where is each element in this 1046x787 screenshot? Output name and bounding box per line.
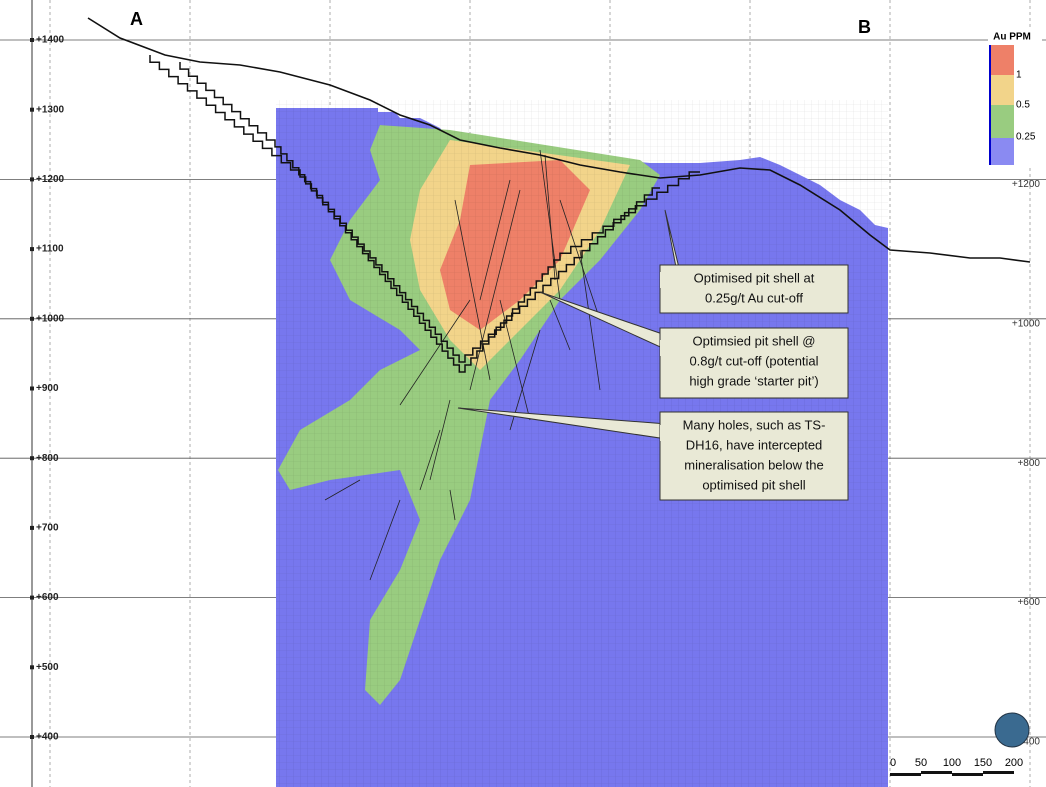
elevation-label: +1200 xyxy=(36,174,65,185)
drill-hole xyxy=(399,299,471,406)
scale-segment xyxy=(983,771,1014,774)
tick xyxy=(30,456,34,461)
drill-hole xyxy=(559,199,601,321)
scale-label: 50 xyxy=(915,757,927,769)
legend-label: 0.25 xyxy=(1016,132,1036,143)
tick xyxy=(30,38,34,42)
elevation-label: +400 xyxy=(1017,737,1040,748)
drill-hole xyxy=(429,399,451,481)
legend-swatch xyxy=(990,105,1014,138)
callout-text: Optimised pit shell at xyxy=(694,270,815,285)
scale-label: 150 xyxy=(974,757,992,769)
legend-swatch xyxy=(990,45,1014,75)
elevation-label: +600 xyxy=(36,592,59,603)
tick xyxy=(30,735,34,739)
legend-title: Au PPM xyxy=(993,32,1031,43)
elevation-label: +600 xyxy=(1017,597,1040,608)
drill-hole xyxy=(419,429,441,491)
callout-box xyxy=(659,411,849,501)
scale-bar: 0 50 100 150 200 xyxy=(890,757,1023,776)
pit-shell-08 xyxy=(179,62,660,363)
section-end: A xyxy=(130,9,143,29)
callout-text: 0.25g/t Au cut-off xyxy=(705,290,803,305)
tick xyxy=(30,595,34,600)
drill-hole xyxy=(454,199,491,381)
scale-label: 0 xyxy=(890,757,896,769)
elevation-label: +900 xyxy=(36,383,59,394)
elevation-label: +1000 xyxy=(1012,318,1041,329)
tick xyxy=(30,316,34,321)
elevation-label: +800 xyxy=(36,453,59,464)
section-end: B xyxy=(858,17,871,37)
elevation-label: +1200 xyxy=(1012,179,1041,190)
topography xyxy=(87,17,1031,263)
drill-hole xyxy=(469,189,521,391)
elevation-label: +400 xyxy=(36,732,59,743)
legend-swatch xyxy=(990,75,1014,105)
drill-hole xyxy=(449,489,456,521)
scale-label: 200 xyxy=(1005,757,1023,769)
legend-label: 0.5 xyxy=(1016,100,1030,111)
callout-text: optimised pit shell xyxy=(702,477,805,492)
drill-hole xyxy=(544,154,556,281)
scale-label: 100 xyxy=(943,757,961,769)
elevation-label: +1300 xyxy=(36,104,65,115)
drill-hole xyxy=(324,479,361,501)
pit-shell-025 xyxy=(149,55,700,373)
drill-hole xyxy=(479,179,511,301)
legend-label: 1 xyxy=(1016,70,1022,81)
elevation-label: +700 xyxy=(36,523,59,534)
elevation-label: +1400 xyxy=(36,35,65,46)
callout-text: high grade ‘starter pit’) xyxy=(689,373,818,388)
tick xyxy=(30,247,34,252)
legend: Au PPM 1 0.5 0.25 xyxy=(988,30,1042,168)
scale-segment xyxy=(921,771,952,774)
callout-text: mineralisation below the xyxy=(684,457,823,472)
legend-swatch xyxy=(990,138,1014,165)
callout-text: Optimsied pit shell @ xyxy=(692,333,815,348)
drill-hole xyxy=(549,299,571,351)
tick xyxy=(30,525,34,530)
scale-segment xyxy=(890,773,921,776)
tick xyxy=(30,107,34,112)
callout-text: Many holes, such as TS- xyxy=(683,417,826,432)
elevation-label: +800 xyxy=(1017,458,1040,469)
elevation-label: +1100 xyxy=(36,244,64,255)
tick xyxy=(30,386,34,391)
elevation-label: +500 xyxy=(36,662,59,673)
tick xyxy=(30,665,34,670)
logo xyxy=(994,712,1030,748)
callout-text: 0.8g/t cut-off (potential xyxy=(689,353,818,368)
tick xyxy=(30,177,34,182)
drill-hole xyxy=(369,499,401,581)
callout-box xyxy=(659,264,849,314)
drill-hole xyxy=(539,149,561,301)
drill-hole xyxy=(579,249,601,391)
scale-segment xyxy=(952,773,983,776)
elevation-label: +1000 xyxy=(36,313,65,324)
callout-text: DH16, have intercepted xyxy=(686,437,823,452)
callouts: Optimised pit shell at 0.25g/t Au cut-off… xyxy=(457,209,849,501)
callout-box xyxy=(659,327,849,399)
